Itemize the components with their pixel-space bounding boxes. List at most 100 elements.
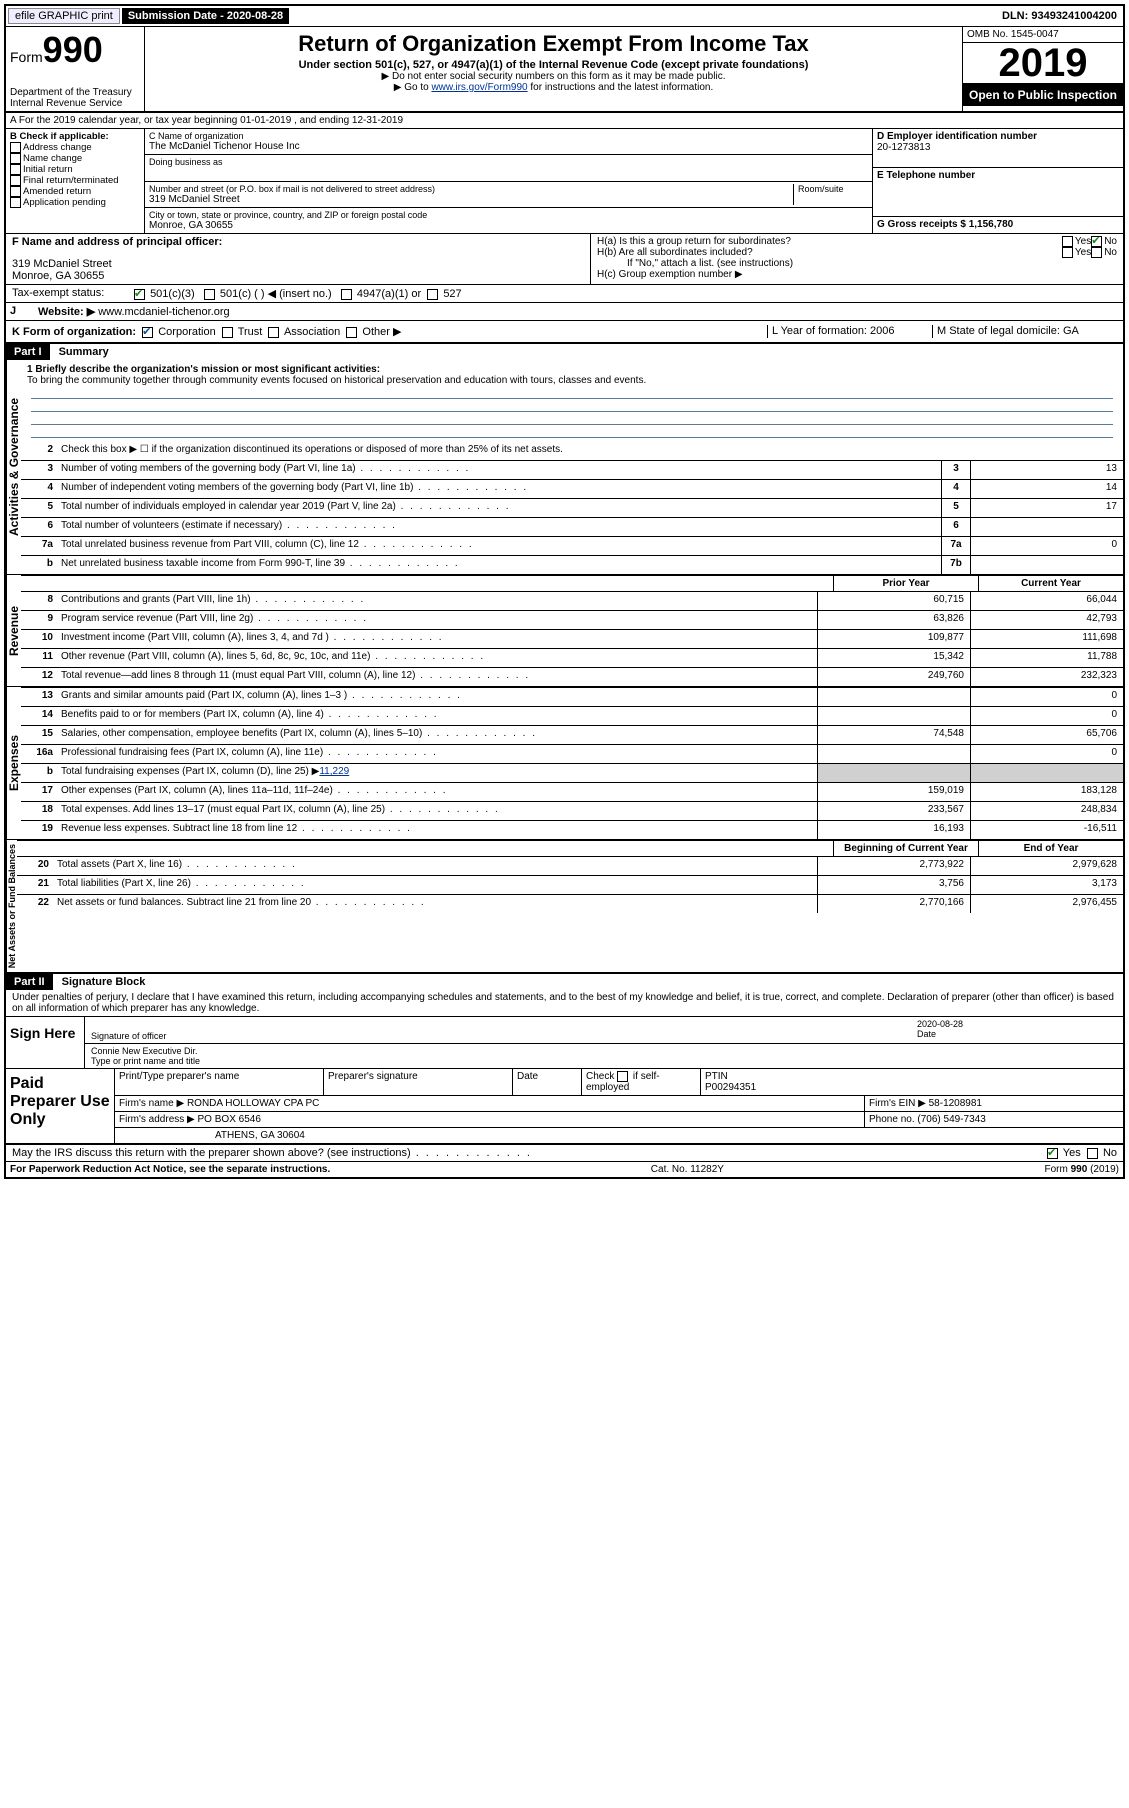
current-year-value: 11,788 [970,649,1123,667]
ha-label: H(a) Is this a group return for subordin… [597,236,1062,247]
line-num: 15 [21,726,57,744]
line-box: 3 [941,461,970,479]
current-year-value: 232,323 [970,668,1123,686]
cb-name-change[interactable]: Name change [10,153,140,164]
box-b: B Check if applicable: Address change Na… [6,129,145,233]
officer-name-label: Type or print name and title [91,1056,200,1066]
discuss-question: May the IRS discuss this return with the… [12,1147,1047,1159]
na-col-headers: Beginning of Current Year End of Year [17,840,1123,856]
cb-self-employed[interactable] [617,1071,628,1082]
addr-value: 319 McDaniel Street [149,194,789,205]
prep-name-header: Print/Type preparer's name [115,1069,324,1095]
submission-date-label: Submission Date - 2020-08-28 [122,8,289,24]
part-1-header-row: Part I Summary [6,344,1123,360]
line-num: 10 [21,630,57,648]
cb-corporation[interactable] [142,327,153,338]
two-col-line: 19 Revenue less expenses. Subtract line … [21,820,1123,839]
address-box: Number and street (or P.O. box if mail i… [145,182,872,208]
summary-line: 3 Number of voting members of the govern… [21,460,1123,479]
two-col-line: 17 Other expenses (Part IX, column (A), … [21,782,1123,801]
box-d: D Employer identification number 20-1273… [873,129,1123,168]
prior-year-value: 233,567 [817,802,970,820]
cb-initial-return[interactable]: Initial return [10,164,140,175]
addr-label: Number and street (or P.O. box if mail i… [149,184,789,194]
prior-year-value: 2,773,922 [817,857,970,875]
phone-label: E Telephone number [877,170,1119,181]
cb-address-change[interactable]: Address change [10,142,140,153]
website-label: Website: ▶ [38,306,95,318]
ein-value: 20-1273813 [877,142,1119,153]
two-col-line: 21 Total liabilities (Part X, line 26) 3… [17,875,1123,894]
current-year-value: 111,698 [970,630,1123,648]
cb-amended-return[interactable]: Amended return [10,186,140,197]
line-value: 13 [970,461,1123,479]
part-1-label: Part I [6,344,50,360]
exp-vertical-label: Expenses [6,687,21,839]
header-left: Form990 Department of the Treasury Inter… [6,27,145,111]
footer-left: For Paperwork Reduction Act Notice, see … [10,1164,330,1175]
form-number: Form990 [10,29,140,71]
cb-501c[interactable] [204,289,215,300]
activities-governance-section: Activities & Governance 1 Briefly descri… [6,360,1123,575]
discuss-yes-checkbox[interactable] [1047,1148,1058,1159]
discuss-no-checkbox[interactable] [1087,1148,1098,1159]
cb-527[interactable] [427,289,438,300]
ha-no-checkbox[interactable] [1091,236,1102,247]
net-assets-section: Net Assets or Fund Balances Beginning of… [6,840,1123,974]
officer-label: F Name and address of principal officer: [12,236,584,248]
line-desc: Total expenses. Add lines 13–17 (must eq… [57,802,817,820]
current-year-value: 65,706 [970,726,1123,744]
line-num: 3 [21,461,57,479]
line-value [970,518,1123,536]
form-990-page: efile GRAPHIC print Submission Date - 20… [4,4,1125,1179]
cb-trust[interactable] [222,327,233,338]
dba-label: Doing business as [149,157,868,167]
prior-year-value [817,688,970,706]
line-num: 16a [21,745,57,763]
two-col-line: 11 Other revenue (Part VIII, column (A),… [21,648,1123,667]
efile-print-button[interactable]: efile GRAPHIC print [8,8,120,24]
gross-receipts: G Gross receipts $ 1,156,780 [877,219,1013,230]
ha-yes-checkbox[interactable] [1062,236,1073,247]
sign-here-label: Sign Here [6,1017,85,1068]
current-year-value: 3,173 [970,876,1123,894]
ptin-cell: PTINP00294351 [701,1069,1123,1095]
irs-form990-link[interactable]: www.irs.gov/Form990 [431,82,527,93]
cb-final-return[interactable]: Final return/terminated [10,175,140,186]
rev-col-headers: Prior Year Current Year [21,575,1123,591]
two-col-line: 14 Benefits paid to or for members (Part… [21,706,1123,725]
footer-right: Form 990 (2019) [1045,1164,1119,1175]
hb-note: If "No," attach a list. (see instruction… [597,258,1117,269]
rule-line [31,386,1113,399]
cb-association[interactable] [268,327,279,338]
prior-year-value: 63,826 [817,611,970,629]
cb-4947[interactable] [341,289,352,300]
boy-header: Beginning of Current Year [833,841,978,856]
cb-application-pending[interactable]: Application pending [10,197,140,208]
prep-date-header: Date [513,1069,582,1095]
prior-year-value: 2,770,166 [817,895,970,913]
current-year-value: 248,834 [970,802,1123,820]
hb-yes-checkbox[interactable] [1062,247,1073,258]
cb-other[interactable] [346,327,357,338]
officer-sig-line: Signature of officer 2020-08-28Date [85,1017,1123,1044]
form-number-big: 990 [43,29,103,70]
prior-year-value [817,707,970,725]
cb-501c3[interactable] [134,289,145,300]
line-num: 19 [21,821,57,839]
line-box: 7b [941,556,970,574]
subtitle-1: Under section 501(c), 527, or 4947(a)(1)… [149,59,958,71]
rev-vertical-label: Revenue [6,575,21,686]
line-num: 21 [17,876,53,894]
line-num: 22 [17,895,53,913]
hb-no-checkbox[interactable] [1091,247,1102,258]
line-box: 5 [941,499,970,517]
line-16b-cy [970,764,1123,782]
fundraising-link[interactable]: 11,229 [319,766,349,777]
current-year-value: 42,793 [970,611,1123,629]
current-year-value: -16,511 [970,821,1123,839]
line-desc: Professional fundraising fees (Part IX, … [57,745,817,763]
current-year-value: 0 [970,688,1123,706]
expenses-section: Expenses 13 Grants and similar amounts p… [6,687,1123,840]
prep-selfemp-header: Check if self-employed [582,1069,701,1095]
